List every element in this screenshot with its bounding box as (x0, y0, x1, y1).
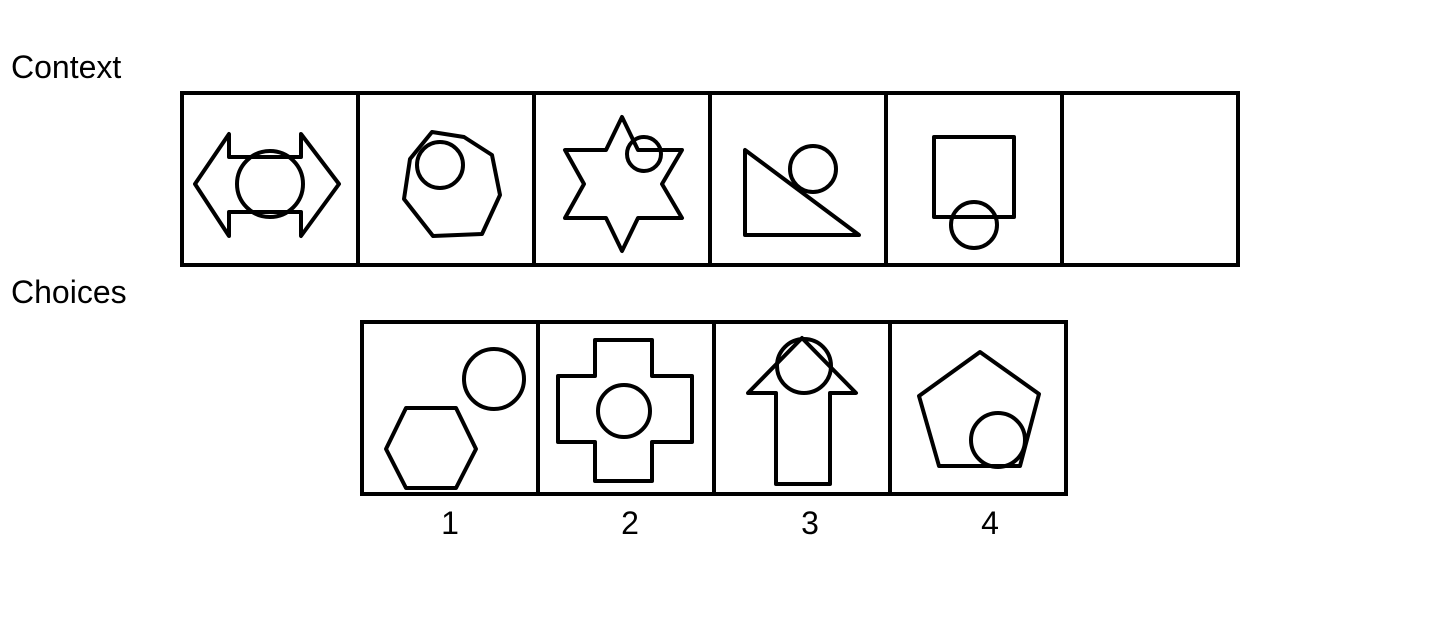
hexagon-and-circle-icon (384, 347, 526, 490)
context-panel-2 (356, 91, 536, 267)
choice-panel-3[interactable] (712, 320, 892, 496)
empty-answer-slot (1060, 91, 1240, 267)
context-row (180, 91, 1240, 267)
choice-panel-2[interactable] (536, 320, 716, 496)
context-panel-1 (180, 91, 360, 267)
square-with-circle-icon (932, 135, 1016, 250)
cross-with-circle-icon (556, 338, 694, 483)
choices-row (360, 320, 1068, 496)
choice-numbers: 1 2 3 4 (360, 507, 1080, 539)
pentagon-with-circle-icon (917, 350, 1041, 469)
choices-label: Choices (11, 274, 127, 310)
double-arrow-with-circle-icon (193, 132, 341, 238)
context-label: Context (11, 49, 122, 85)
choice-number-1: 1 (441, 505, 459, 541)
choice-number-2: 2 (621, 505, 639, 541)
choice-panel-1[interactable] (360, 320, 540, 496)
triangle-with-circle-icon (743, 144, 861, 237)
choice-number-4: 4 (981, 505, 999, 541)
context-panel-5 (884, 91, 1064, 267)
choice-panel-4[interactable] (888, 320, 1068, 496)
heptagon-with-circle-icon (402, 130, 502, 238)
choice-number-3: 3 (801, 505, 819, 541)
context-panel-3 (532, 91, 712, 267)
star-with-circle-icon (563, 115, 684, 253)
context-panel-4 (708, 91, 888, 267)
arrow-with-circle-icon (746, 336, 858, 486)
